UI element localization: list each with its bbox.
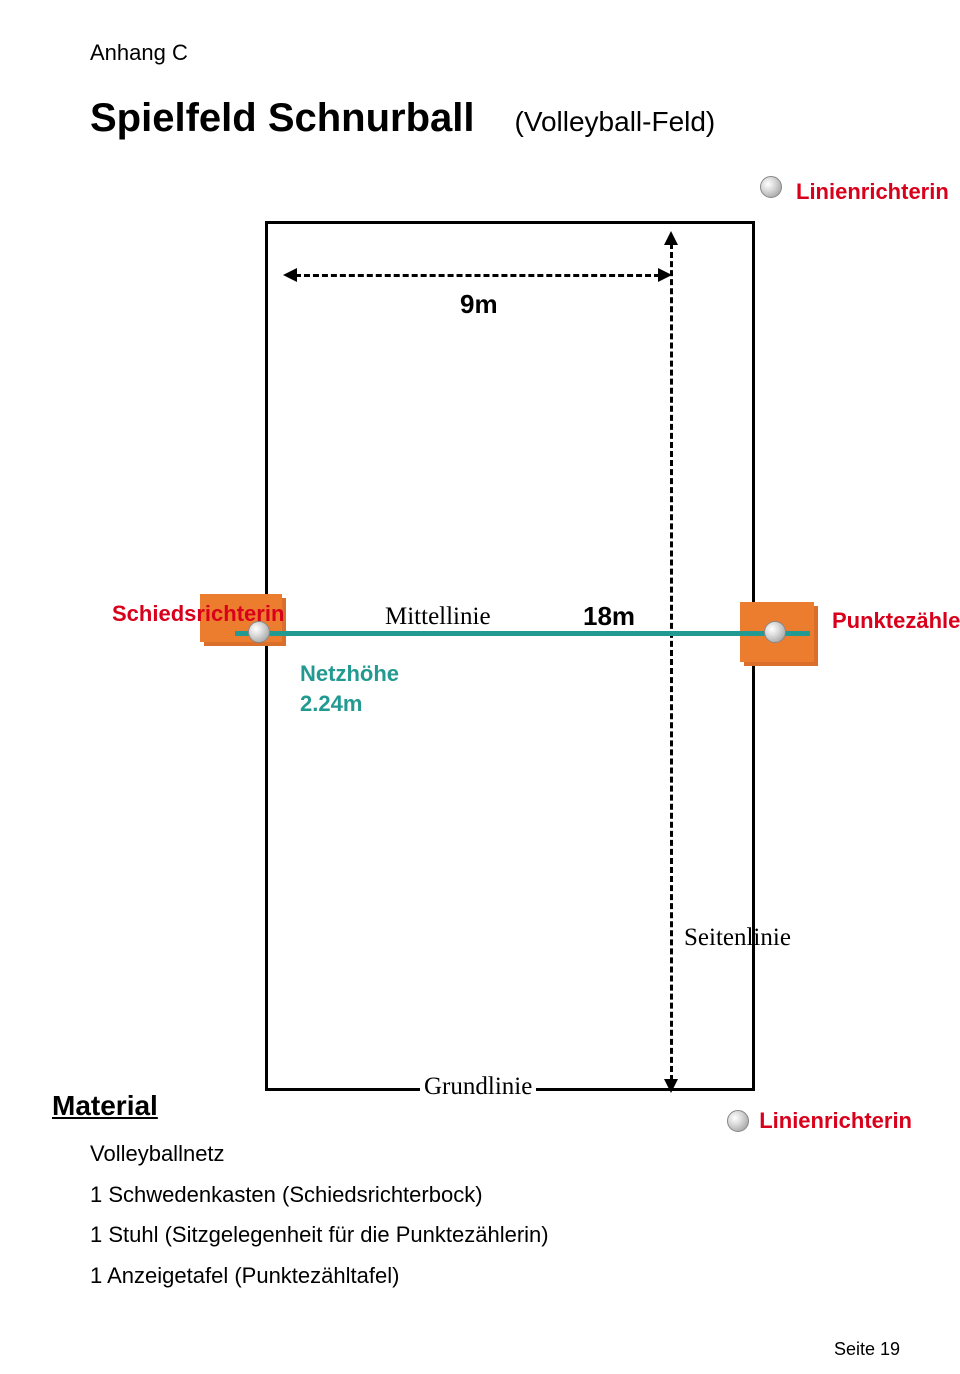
width-dim-line (295, 274, 660, 277)
schiedsrichterin-label: Schiedsrichterin (112, 601, 284, 627)
ball-icon (760, 176, 782, 198)
linienrichterin-bottom-label: Linienrichterin (759, 1108, 912, 1134)
material-item: 1 Stuhl (Sitzgelegenheit für die Punktez… (90, 1215, 922, 1256)
page-title: Spielfeld Schnurball (90, 96, 475, 141)
mittellinie-label: Mittellinie (385, 603, 491, 631)
ball-icon (727, 1110, 749, 1132)
length-dim-label: 18m (583, 601, 635, 632)
punktezaehlerin-label: Punktezählerin (832, 608, 960, 634)
field-diagram: Linienrichterin 9m Schiedsrichterin Mitt… (70, 161, 890, 1121)
netzhoehe-label-1: Netzhöhe (300, 661, 399, 687)
material-item: 1 Anzeigetafel (Punktezähltafel) (90, 1256, 922, 1297)
material-list: Volleyballnetz 1 Schwedenkasten (Schieds… (90, 1134, 922, 1297)
material-item: 1 Schwedenkasten (Schiedsrichterbock) (90, 1175, 922, 1216)
length-dim-line (670, 243, 673, 1081)
page-subtitle: (Volleyball-Feld) (515, 106, 716, 138)
page-number: Seite 19 (834, 1339, 900, 1360)
net-line (235, 631, 810, 636)
ball-icon (764, 621, 786, 643)
material-heading: Material (52, 1090, 158, 1121)
field-rect (265, 221, 755, 1091)
seitenlinie-label: Seitenlinie (684, 924, 791, 952)
material-section: Material Linienrichterin Volleyballnetz … (52, 1090, 922, 1297)
anhang-label: Anhang C (90, 40, 910, 66)
material-item: Volleyballnetz (90, 1134, 922, 1175)
linienrichterin-top-label: Linienrichterin (796, 179, 960, 201)
netzhoehe-label-2: 2.24m (300, 691, 362, 717)
width-dim-label: 9m (460, 289, 498, 320)
